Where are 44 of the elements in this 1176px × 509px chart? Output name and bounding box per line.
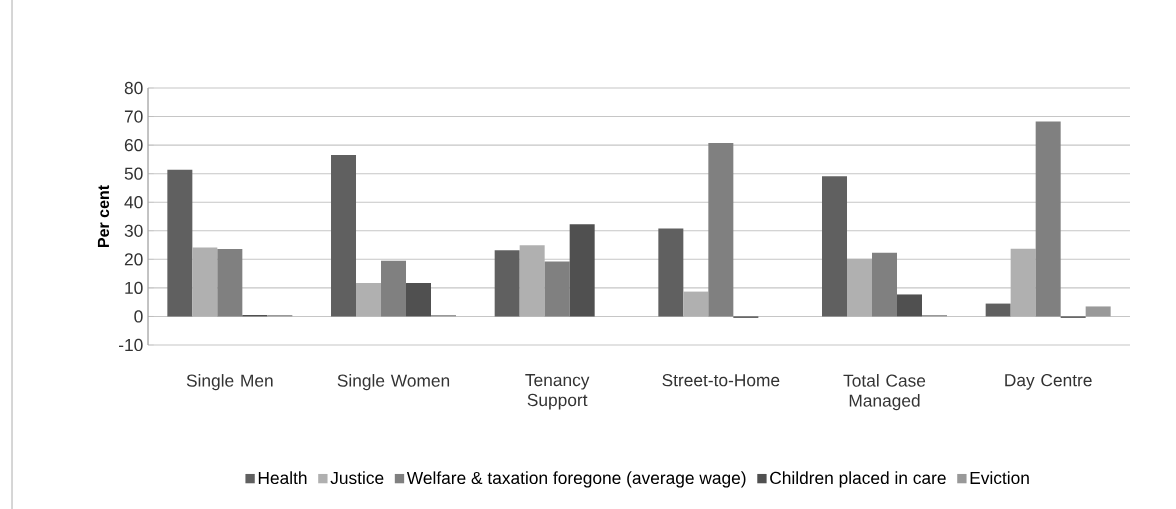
legend-label: Children placed in care bbox=[770, 471, 946, 488]
x-tick-label: Tenancy Support bbox=[525, 374, 590, 410]
bar bbox=[822, 176, 848, 317]
y-tick-label: -10 bbox=[119, 338, 143, 352]
bar bbox=[847, 258, 873, 317]
bar bbox=[1035, 121, 1061, 317]
bar bbox=[331, 155, 357, 317]
bar bbox=[356, 283, 382, 317]
x-tick-label: Total Case Managed bbox=[843, 374, 926, 411]
y-tick-label: 40 bbox=[124, 196, 143, 209]
bar bbox=[544, 261, 570, 317]
y-tick-label: 30 bbox=[124, 224, 143, 237]
y-tick-label: 60 bbox=[124, 138, 143, 152]
bar bbox=[494, 250, 520, 317]
y-tick-label: 20 bbox=[124, 253, 143, 266]
x-tick-label: Single Men bbox=[186, 374, 273, 391]
x-tick-label: Street-to-Home bbox=[662, 374, 780, 387]
bar bbox=[708, 143, 734, 317]
y-axis-title: Per cent bbox=[97, 185, 110, 247]
bar bbox=[217, 249, 243, 317]
bar bbox=[569, 224, 595, 317]
bar bbox=[381, 260, 407, 317]
bar bbox=[985, 303, 1011, 317]
y-tick-label: 50 bbox=[124, 167, 143, 180]
bar bbox=[167, 169, 193, 317]
bar bbox=[192, 247, 218, 317]
x-tick-label: Day Centre bbox=[1005, 374, 1092, 390]
bar bbox=[519, 245, 545, 317]
bar bbox=[1085, 306, 1111, 317]
y-tick-label: 10 bbox=[125, 281, 143, 295]
bar bbox=[872, 252, 897, 317]
bar bbox=[683, 291, 709, 317]
bar bbox=[658, 228, 684, 317]
legend-label: Justice bbox=[330, 471, 384, 485]
legend-label: Health bbox=[258, 471, 307, 485]
y-tick-label: 70 bbox=[124, 110, 143, 123]
legend-label: Eviction bbox=[970, 471, 1029, 485]
legend-label: Welfare & taxation foregone (average wage) bbox=[406, 471, 746, 488]
y-tick-label: 80 bbox=[124, 81, 143, 95]
x-tick-label: Single Women bbox=[337, 374, 450, 391]
y-tick-label: 0 bbox=[134, 310, 143, 323]
bar bbox=[406, 283, 432, 317]
bar bbox=[897, 294, 922, 317]
bar bbox=[1010, 248, 1036, 317]
